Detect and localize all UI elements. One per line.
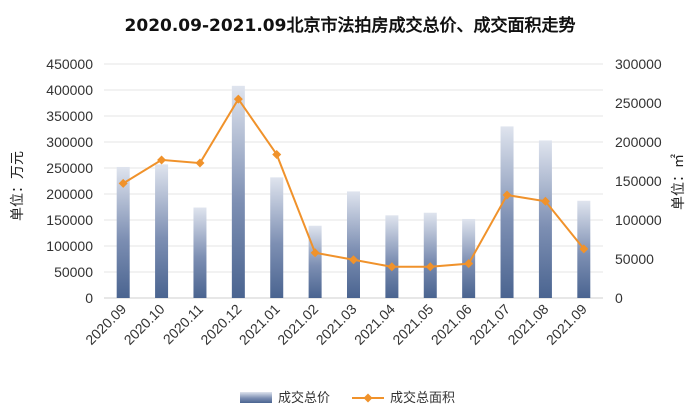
x-tick-label: 2020.10: [121, 301, 168, 348]
bar: [500, 126, 514, 299]
bar: [423, 212, 437, 298]
bar: [270, 177, 284, 298]
right-tick-label: 150000: [615, 173, 662, 189]
line-series: [118, 94, 589, 272]
x-tick-label: 2021.01: [236, 301, 283, 348]
x-tick-label: 2020.09: [82, 301, 129, 348]
legend-line-marker: [363, 393, 373, 403]
x-tick-label: 2021.07: [466, 301, 513, 348]
x-tick-label: 2020.12: [197, 301, 244, 348]
chart-title: 2020.09-2021.09北京市法拍房成交总价、成交面积走势: [125, 15, 576, 36]
x-tick-label: 2021.06: [428, 301, 475, 348]
right-tick-label: 250000: [615, 95, 662, 111]
line-point: [425, 262, 435, 272]
left-tick-label: 350000: [46, 108, 93, 124]
x-tick-label: 2021.05: [389, 301, 436, 348]
left-tick-label: 150000: [46, 212, 93, 228]
left-axis-title: 单位：万元: [10, 151, 26, 221]
x-tick-label: 2021.02: [274, 301, 321, 348]
left-tick-label: 100000: [46, 238, 93, 254]
bar: [231, 85, 245, 298]
right-axis-ticks: 0 50000 100000 150000 200000 250000 300000: [615, 56, 662, 306]
line-point: [502, 190, 512, 200]
bar: [308, 225, 322, 298]
left-tick-label: 0: [85, 290, 93, 306]
left-tick-label: 300000: [46, 134, 93, 150]
legend-bar-swatch: [240, 392, 272, 403]
left-axis-ticks: 0 50000 100000 150000 200000 250000 300000 3500…: [46, 56, 93, 306]
line-point: [349, 255, 358, 265]
right-tick-label: 50000: [615, 251, 654, 267]
line-point: [272, 149, 282, 159]
bar: [385, 215, 399, 298]
left-tick-label: 50000: [54, 264, 93, 280]
bar: [347, 191, 360, 298]
x-tick-label: 2021.09: [543, 301, 590, 348]
right-tick-label: 200000: [615, 134, 662, 150]
legend-line-label: 成交总面积: [390, 390, 455, 406]
x-tick-label: 2021.04: [351, 301, 398, 348]
left-tick-label: 400000: [46, 82, 93, 98]
right-tick-label: 300000: [615, 56, 662, 72]
line-point: [157, 155, 167, 165]
line-point: [464, 259, 474, 269]
left-tick-label: 200000: [46, 186, 93, 202]
line-point: [233, 94, 243, 104]
right-axis-title: 单位：㎡: [671, 154, 687, 210]
line-point: [118, 178, 128, 188]
legend-bar-label: 成交总价: [278, 390, 330, 406]
x-tick-label: 2021.08: [504, 301, 551, 348]
bar: [462, 218, 476, 298]
bar: [538, 140, 552, 298]
line-point: [195, 158, 205, 168]
bar: [155, 164, 169, 298]
line-point: [310, 248, 320, 258]
x-axis-ticks: 2020.092020.102020.112020.122021.012021.…: [82, 301, 590, 348]
left-tick-label: 450000: [46, 56, 93, 72]
right-tick-label: 0: [615, 290, 623, 306]
line-point: [387, 262, 397, 272]
left-tick-label: 250000: [46, 160, 93, 176]
bar: [116, 166, 130, 298]
bar: [193, 207, 207, 298]
legend: 成交总价 成交总面积: [240, 390, 455, 406]
line-point: [540, 196, 550, 206]
right-tick-label: 100000: [615, 212, 662, 228]
x-tick-label: 2020.11: [160, 301, 207, 348]
line-point: [579, 244, 589, 254]
bar-series: [116, 85, 591, 299]
x-tick-label: 2021.03: [313, 301, 360, 348]
